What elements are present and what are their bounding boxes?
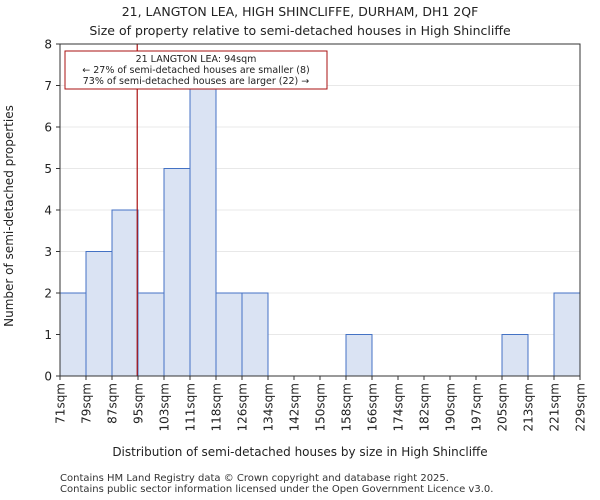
y-tick-label: 1: [44, 328, 52, 342]
x-tick-label-158sqm: 158sqm: [340, 383, 354, 431]
y-tick-label: 0: [44, 370, 52, 384]
y-axis-label: Number of semi-detached properties: [2, 105, 16, 327]
x-axis-ticks: 71sqm 79sqm 87sqm 95sqm 103sqm 111sqm 118sqm 12…: [54, 376, 588, 431]
bar-87sqm: [111, 209, 139, 377]
bar-205sqm: [501, 334, 529, 377]
x-tick-label-134sqm: 134sqm: [262, 383, 276, 431]
bar-103sqm: [163, 168, 191, 377]
x-tick-label-182sqm: 182sqm: [418, 383, 432, 431]
x-tick-label-95sqm: 95sqm: [132, 383, 146, 424]
x-tick-label-103sqm: 103sqm: [158, 383, 172, 431]
annotation-title: 21 LANGTON LEA: 94sqm: [136, 54, 257, 65]
y-tick-label: 5: [44, 162, 52, 176]
annotation-larger: 73% of semi-detached houses are larger (…: [83, 76, 310, 87]
bar-111sqm: [189, 85, 217, 377]
marker-annotation: 21 LANGTON LEA: 94sqm ← 27% of semi-deta…: [64, 50, 328, 90]
x-tick-label-174sqm: 174sqm: [392, 383, 406, 431]
y-tick-label: 6: [44, 121, 52, 135]
x-tick-label-221sqm: 221sqm: [548, 383, 562, 431]
annotation-box: [64, 50, 328, 90]
x-tick-label-166sqm: 166sqm: [366, 383, 380, 431]
y-tick-label: 3: [44, 245, 52, 259]
y-tick-label: 2: [44, 287, 52, 301]
x-tick-label-190sqm: 190sqm: [444, 383, 458, 431]
bar-158sqm: [345, 334, 373, 377]
annotation-smaller: ← 27% of semi-detached houses are smalle…: [82, 65, 310, 76]
bar-118sqm: [215, 292, 243, 377]
y-tick-label: 7: [44, 79, 52, 93]
x-tick-label-111sqm: 111sqm: [184, 383, 198, 431]
y-tick-label: 4: [44, 204, 52, 218]
y-tick-label: 8: [44, 38, 52, 52]
bar-95sqm: [137, 292, 165, 377]
x-tick-label-142sqm: 142sqm: [288, 383, 302, 431]
chart-title-line1: 21, LANGTON LEA, HIGH SHINCLIFFE, DURHAM…: [122, 4, 479, 19]
chart-title-line2: Size of property relative to semi-detach…: [89, 23, 511, 38]
x-tick-label-126sqm: 126sqm: [236, 383, 250, 431]
x-axis-label: Distribution of semi-detached houses by …: [112, 445, 487, 459]
bar-126sqm: [241, 292, 269, 377]
x-tick-label-118sqm: 118sqm: [210, 383, 224, 431]
x-tick-label-213sqm: 213sqm: [522, 383, 536, 431]
footer-licence: Contains public sector information licen…: [60, 484, 494, 495]
x-tick-label-229sqm: 229sqm: [574, 383, 588, 431]
bar-71sqm: [59, 292, 87, 377]
footer-copyright: Contains HM Land Registry data © Crown c…: [60, 473, 449, 484]
x-tick-label-150sqm: 150sqm: [314, 383, 328, 431]
bar-79sqm: [85, 251, 113, 377]
y-axis-ticks: 0 1 2 3 4 5 6 7 8: [44, 38, 60, 384]
x-tick-label-205sqm: 205sqm: [496, 383, 510, 431]
x-tick-label-87sqm: 87sqm: [106, 383, 120, 424]
bars: [59, 85, 581, 377]
bar-221sqm: [553, 292, 581, 377]
x-tick-label-71sqm: 71sqm: [54, 383, 68, 424]
x-tick-label-197sqm: 197sqm: [470, 383, 484, 431]
x-tick-label-79sqm: 79sqm: [80, 383, 94, 424]
